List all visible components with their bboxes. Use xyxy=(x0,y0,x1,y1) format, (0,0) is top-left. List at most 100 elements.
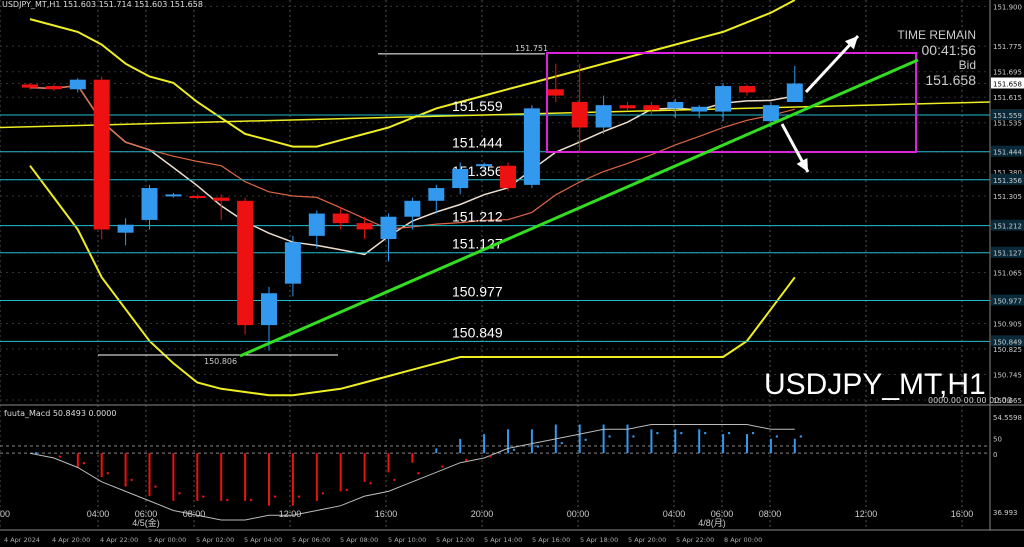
chart-grid xyxy=(0,0,990,530)
macd-dot xyxy=(727,431,731,435)
macd-dot xyxy=(202,495,205,498)
axis-label: 151.535 xyxy=(993,120,1022,128)
low-marker-label: 150.806 xyxy=(204,357,237,366)
bottom-date-label: 4 Apr 2024 xyxy=(4,536,40,544)
candle-body xyxy=(691,106,708,112)
axis-label: 151.658 xyxy=(993,81,1022,89)
bottom-date-label: 4 Apr 20:00 xyxy=(52,536,90,544)
candles xyxy=(22,63,803,351)
time-label: 16:00 xyxy=(375,509,398,519)
axis-label: 151.127 xyxy=(993,250,1022,258)
macd-axis-label: 50 xyxy=(993,435,1002,443)
axis-label: 151.380 xyxy=(993,169,1022,177)
time-label: 08:00 xyxy=(759,509,782,519)
macd-dot xyxy=(58,455,62,458)
axis-label: 150.665 xyxy=(993,397,1022,405)
level-label: 151.212 xyxy=(452,209,503,225)
macd-dot xyxy=(632,435,635,438)
macd-dot xyxy=(417,472,420,475)
direction-arrows xyxy=(780,34,860,173)
date-label: 4/8(月) xyxy=(698,518,726,528)
time-label: 06:00 xyxy=(135,509,158,519)
time-label: 00 xyxy=(0,509,10,519)
level-label: 150.849 xyxy=(452,324,503,340)
candle-body xyxy=(547,89,564,96)
candle-body xyxy=(308,213,325,236)
macd-dot xyxy=(106,472,109,475)
time-label: 12:00 xyxy=(855,509,878,519)
candle-body xyxy=(643,105,660,110)
macd-dot xyxy=(178,492,181,495)
time-label: 00:00 xyxy=(567,509,590,519)
lower-band xyxy=(29,165,796,397)
candle-body xyxy=(667,101,684,109)
time-label: 16:00 xyxy=(951,509,974,519)
macd-dot xyxy=(82,462,86,465)
time-label: 04:00 xyxy=(663,509,686,519)
axis-tag xyxy=(991,145,1024,157)
bottom-date-label: 5 Apr 22:00 xyxy=(676,536,714,544)
macd-zero-readout: 0000.00 00.00 00.00 xyxy=(928,396,1012,405)
macd-dot xyxy=(249,498,253,502)
candle-body xyxy=(237,200,254,326)
axis-label: 151.065 xyxy=(993,270,1022,278)
macd-dot xyxy=(297,495,301,498)
time-remain-label: TIME REMAIN xyxy=(897,28,976,42)
candle-body xyxy=(715,86,732,112)
macd-dot xyxy=(704,431,707,435)
axis-tag xyxy=(991,246,1024,258)
axis-tag xyxy=(991,219,1024,231)
macd-dot xyxy=(751,431,755,435)
macd-dot xyxy=(226,498,229,502)
time-axis: 00 04:00 06:00 08:00 12:00 16:00 20:00 00:00 04:… xyxy=(0,509,1024,544)
axis-label: 151.695 xyxy=(993,69,1022,77)
range-box-rect xyxy=(546,52,917,153)
candle-body xyxy=(571,101,588,128)
macd-dot xyxy=(560,441,563,445)
macd-dot xyxy=(369,482,372,485)
macd-dot xyxy=(775,435,779,438)
candle-body xyxy=(595,105,612,128)
up-arrow xyxy=(804,34,860,94)
axis-label: 150.905 xyxy=(993,321,1022,329)
candle-body xyxy=(739,86,755,93)
candle-body xyxy=(45,86,62,90)
candle-body xyxy=(332,213,349,224)
axis-tag xyxy=(991,335,1024,347)
chart-watermark: USDJPY_MT,H1 xyxy=(764,368,986,401)
axis-label: 151.444 xyxy=(993,149,1022,157)
macd-dot xyxy=(34,451,38,455)
candle-body xyxy=(786,83,803,102)
bottom-date-label: 5 Apr 02:00 xyxy=(196,536,234,544)
macd-axis-label: 36.993 xyxy=(993,509,1018,517)
date-label: 4/5(金) xyxy=(132,517,160,528)
macd-axis-label: 0 xyxy=(993,451,997,459)
macd-dot xyxy=(536,445,540,448)
axis-label: 150.745 xyxy=(993,372,1022,380)
time-remain-value: 00:41:56 xyxy=(921,42,977,58)
macd-dot xyxy=(799,435,802,438)
bottom-date-label: 5 Apr 18:00 xyxy=(580,536,618,544)
axis-label: 151.305 xyxy=(993,193,1022,201)
time-label: 06:00 xyxy=(711,509,734,519)
axis-label: 150.825 xyxy=(993,346,1022,354)
candle-body xyxy=(356,223,373,230)
axis-label: 151.212 xyxy=(993,223,1022,231)
axis-label: 151.559 xyxy=(993,112,1022,120)
candle-body xyxy=(452,168,469,189)
level-label: 150.977 xyxy=(452,284,503,300)
candle-body xyxy=(762,105,779,122)
time-label: 20:00 xyxy=(471,509,494,519)
macd-dot xyxy=(465,458,468,462)
bottom-date-label: 8 Apr 00:00 xyxy=(724,536,762,544)
candle-body xyxy=(213,197,230,201)
axis-label: 150.977 xyxy=(993,298,1022,306)
bottom-date-label: 5 Apr 16:00 xyxy=(532,536,570,544)
bottom-date-label: 5 Apr 06:00 xyxy=(292,536,330,544)
candle-body xyxy=(141,188,158,220)
up-arrow-head xyxy=(844,36,858,50)
candle-body xyxy=(22,84,38,88)
macd-dot xyxy=(345,488,348,492)
symbol-header: USDJPY_MT,H1 151.603 151.714 151.603 151… xyxy=(2,0,203,9)
macd-dot xyxy=(393,478,396,482)
